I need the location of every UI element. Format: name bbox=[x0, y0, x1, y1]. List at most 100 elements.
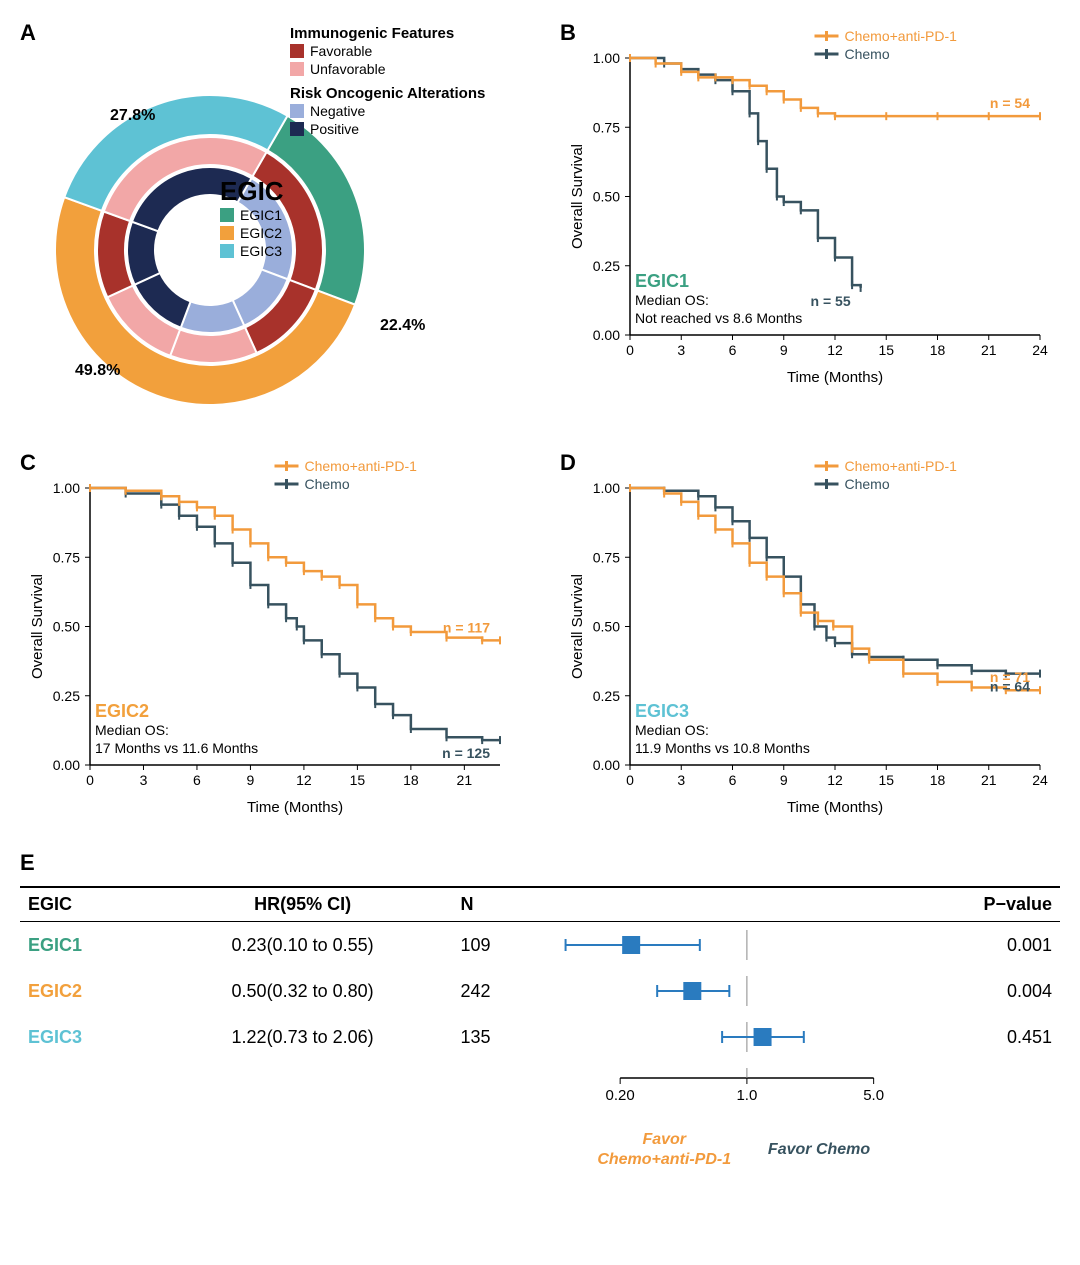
svg-text:Chemo+anti-PD-1: Chemo+anti-PD-1 bbox=[845, 28, 958, 44]
svg-text:0: 0 bbox=[86, 772, 94, 788]
svg-text:0.25: 0.25 bbox=[593, 688, 620, 704]
svg-text:1.00: 1.00 bbox=[53, 480, 80, 496]
svg-text:n = 64: n = 64 bbox=[990, 679, 1030, 695]
svg-text:21: 21 bbox=[981, 772, 997, 788]
forest-row: EGIC10.23(0.10 to 0.55)109 0.001 bbox=[20, 922, 1060, 969]
panel-e: E EGIC HR(95% CI) N P−value EGIC10.23(0.… bbox=[20, 850, 1060, 1180]
svg-text:EGIC3: EGIC3 bbox=[240, 243, 282, 259]
svg-text:49.8%: 49.8% bbox=[75, 362, 120, 379]
forest-plot-cell bbox=[540, 922, 900, 969]
svg-text:Median OS:: Median OS: bbox=[95, 722, 169, 738]
svg-text:EGIC3: EGIC3 bbox=[635, 701, 689, 721]
th-n: N bbox=[452, 887, 539, 922]
svg-text:18: 18 bbox=[403, 772, 419, 788]
svg-text:EGIC: EGIC bbox=[220, 176, 284, 206]
panel-e-label: E bbox=[20, 850, 35, 876]
svg-text:Negative: Negative bbox=[310, 103, 365, 119]
svg-text:Overall Survival: Overall Survival bbox=[29, 574, 46, 679]
svg-text:3: 3 bbox=[677, 342, 685, 358]
svg-text:12: 12 bbox=[827, 772, 843, 788]
svg-text:Chemo+anti-PD-1: Chemo+anti-PD-1 bbox=[597, 1151, 731, 1168]
svg-text:EGIC1: EGIC1 bbox=[240, 207, 282, 223]
svg-text:0.50: 0.50 bbox=[593, 189, 620, 205]
svg-text:Chemo+anti-PD-1: Chemo+anti-PD-1 bbox=[845, 458, 958, 474]
svg-text:0.25: 0.25 bbox=[593, 258, 620, 274]
svg-text:Chemo: Chemo bbox=[305, 476, 350, 492]
svg-text:24: 24 bbox=[1032, 342, 1048, 358]
forest-p: 0.001 bbox=[900, 922, 1060, 969]
panel-c-label: C bbox=[20, 450, 36, 476]
panel-d: D 0.000.250.500.751.0003691215182124Time… bbox=[560, 450, 1060, 820]
forest-table: EGIC HR(95% CI) N P−value EGIC10.23(0.10… bbox=[20, 886, 1060, 1180]
svg-text:0.75: 0.75 bbox=[593, 549, 620, 565]
forest-row: EGIC31.22(0.73 to 2.06)135 0.451 bbox=[20, 1014, 1060, 1060]
svg-text:17 Months vs 11.6 Months: 17 Months vs 11.6 Months bbox=[95, 740, 258, 756]
forest-hr: 0.50(0.32 to 0.80) bbox=[153, 968, 453, 1014]
svg-text:Risk Oncogenic Alterations: Risk Oncogenic Alterations bbox=[290, 85, 485, 102]
svg-text:6: 6 bbox=[729, 772, 737, 788]
forest-p: 0.451 bbox=[900, 1014, 1060, 1060]
svg-text:n = 117: n = 117 bbox=[443, 619, 490, 635]
svg-text:Time (Months): Time (Months) bbox=[787, 799, 883, 816]
svg-text:Favorable: Favorable bbox=[310, 43, 372, 59]
svg-text:0: 0 bbox=[626, 772, 634, 788]
svg-text:0.20: 0.20 bbox=[605, 1087, 634, 1104]
svg-text:9: 9 bbox=[780, 772, 788, 788]
svg-text:Time (Months): Time (Months) bbox=[247, 799, 343, 816]
svg-text:Positive: Positive bbox=[310, 121, 359, 137]
th-p: P−value bbox=[900, 887, 1060, 922]
panel-a: A 22.4%49.8%27.8%EGICEGIC1EGIC2EGIC3Immu… bbox=[20, 20, 540, 420]
svg-text:6: 6 bbox=[193, 772, 201, 788]
svg-text:EGIC2: EGIC2 bbox=[240, 225, 282, 241]
svg-text:0.00: 0.00 bbox=[593, 327, 620, 343]
svg-text:0.75: 0.75 bbox=[593, 119, 620, 135]
svg-text:1.00: 1.00 bbox=[593, 480, 620, 496]
km-curve-egic2: 0.000.250.500.751.00036912151821Time (Mo… bbox=[20, 450, 520, 820]
svg-text:Not reached vs 8.6 Months: Not reached vs 8.6 Months bbox=[635, 310, 802, 326]
svg-text:EGIC1: EGIC1 bbox=[635, 271, 689, 291]
svg-text:1.0: 1.0 bbox=[736, 1087, 757, 1104]
svg-text:n = 55: n = 55 bbox=[811, 293, 851, 309]
figure-grid: A 22.4%49.8%27.8%EGICEGIC1EGIC2EGIC3Immu… bbox=[20, 20, 1060, 1180]
forest-plot-cell bbox=[540, 1014, 900, 1060]
svg-text:n = 54: n = 54 bbox=[990, 95, 1030, 111]
svg-text:Unfavorable: Unfavorable bbox=[310, 61, 386, 77]
svg-text:21: 21 bbox=[981, 342, 997, 358]
panel-b: B 0.000.250.500.751.0003691215182124Time… bbox=[560, 20, 1060, 420]
svg-text:12: 12 bbox=[296, 772, 312, 788]
svg-text:3: 3 bbox=[140, 772, 148, 788]
svg-text:3: 3 bbox=[677, 772, 685, 788]
km-curve-egic3: 0.000.250.500.751.0003691215182124Time (… bbox=[560, 450, 1060, 820]
svg-text:0.25: 0.25 bbox=[53, 688, 80, 704]
panel-b-label: B bbox=[560, 20, 576, 46]
forest-name: EGIC1 bbox=[20, 922, 153, 969]
svg-text:Overall Survival: Overall Survival bbox=[569, 144, 586, 249]
forest-n: 109 bbox=[452, 922, 539, 969]
th-egic: EGIC bbox=[20, 887, 153, 922]
svg-text:18: 18 bbox=[930, 772, 946, 788]
forest-hr: 1.22(0.73 to 2.06) bbox=[153, 1014, 453, 1060]
forest-n: 135 bbox=[452, 1014, 539, 1060]
svg-text:6: 6 bbox=[729, 342, 737, 358]
svg-text:1.00: 1.00 bbox=[593, 50, 620, 66]
svg-text:11.9 Months vs 10.8 Months: 11.9 Months vs 10.8 Months bbox=[635, 740, 810, 756]
svg-text:15: 15 bbox=[350, 772, 366, 788]
svg-text:Time (Months): Time (Months) bbox=[787, 369, 883, 386]
km-curve-egic1: 0.000.250.500.751.0003691215182124Time (… bbox=[560, 20, 1060, 390]
svg-text:Median OS:: Median OS: bbox=[635, 722, 709, 738]
forest-name: EGIC2 bbox=[20, 968, 153, 1014]
svg-text:Overall Survival: Overall Survival bbox=[569, 574, 586, 679]
svg-text:Chemo: Chemo bbox=[845, 476, 890, 492]
svg-text:12: 12 bbox=[827, 342, 843, 358]
svg-text:15: 15 bbox=[878, 342, 894, 358]
svg-text:21: 21 bbox=[457, 772, 473, 788]
forest-name: EGIC3 bbox=[20, 1014, 153, 1060]
forest-n: 242 bbox=[452, 968, 539, 1014]
svg-text:Favor Chemo: Favor Chemo bbox=[768, 1141, 870, 1158]
donut-chart: 22.4%49.8%27.8%EGICEGIC1EGIC2EGIC3Immuno… bbox=[20, 20, 540, 420]
forest-hr: 0.23(0.10 to 0.55) bbox=[153, 922, 453, 969]
svg-text:0.00: 0.00 bbox=[53, 757, 80, 773]
svg-text:0.75: 0.75 bbox=[53, 549, 80, 565]
panel-a-label: A bbox=[20, 20, 36, 46]
svg-text:24: 24 bbox=[1032, 772, 1048, 788]
